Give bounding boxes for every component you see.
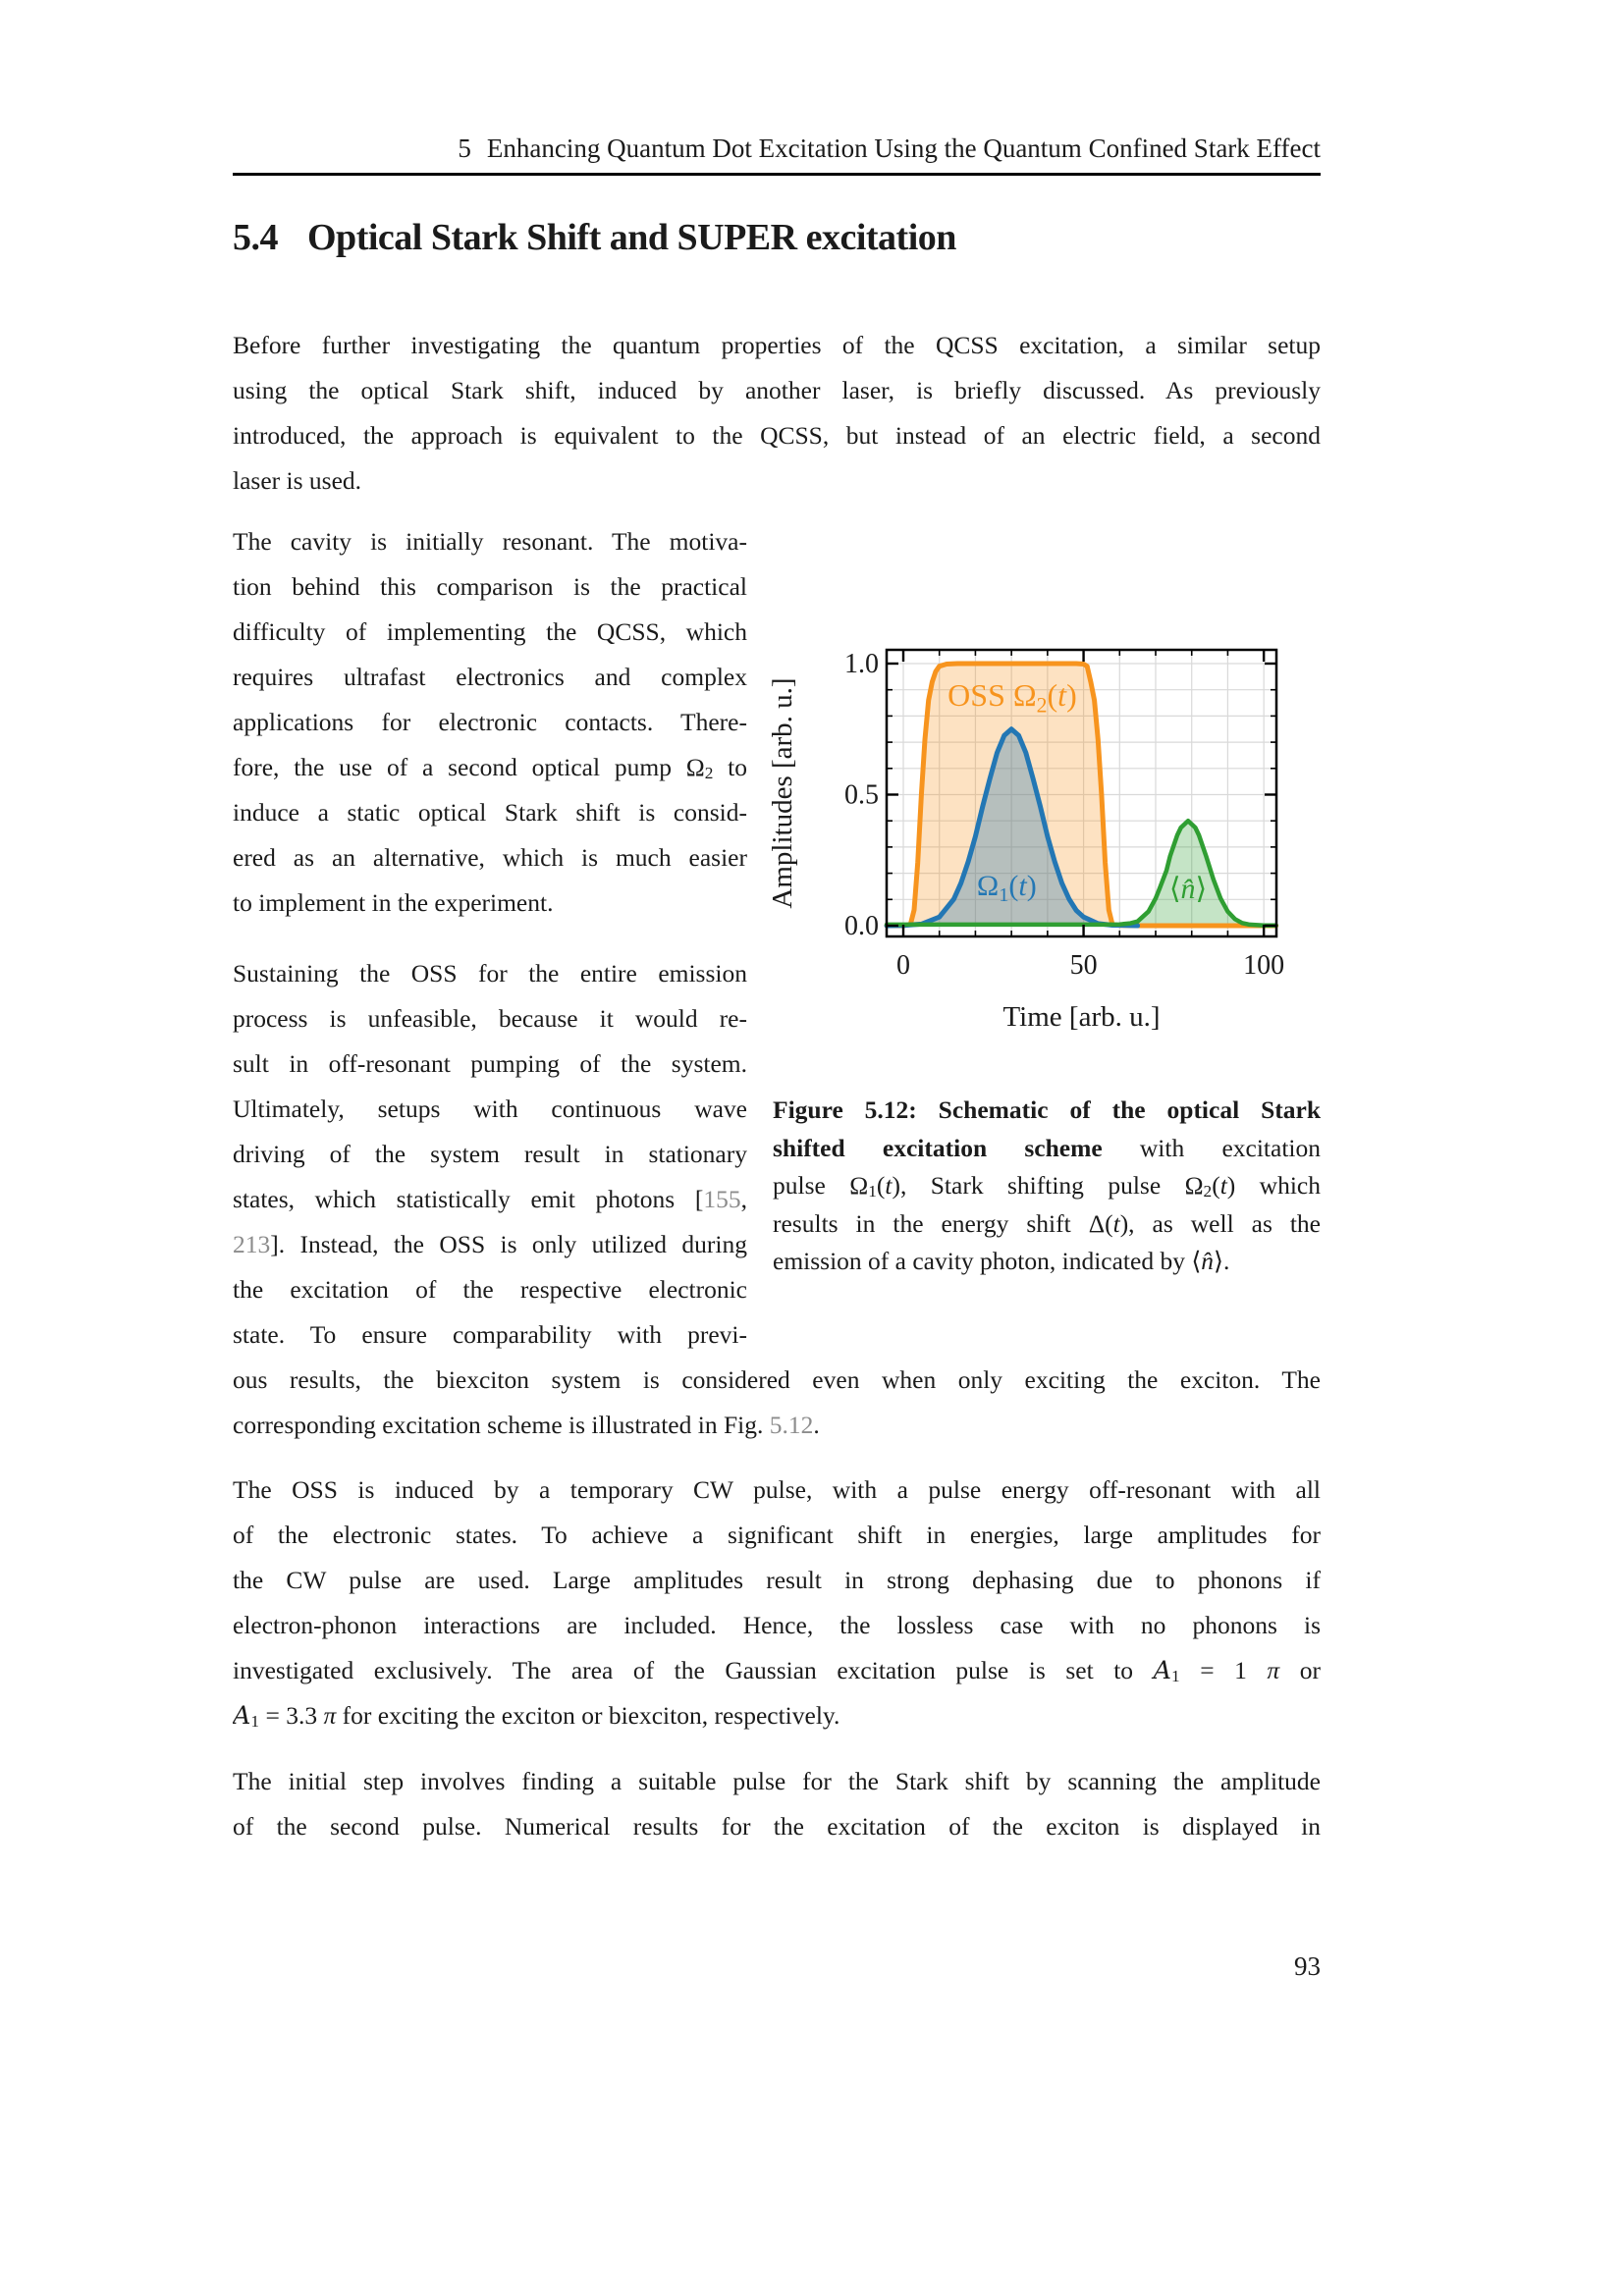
- text-line: The cavity is initially resonant. The mo…: [233, 527, 747, 556]
- x-tick-label: 50: [1070, 950, 1098, 981]
- series-label: OSS Ω2(t): [947, 677, 1077, 717]
- text-line: Ultimately, setups with continuous wave: [233, 1095, 747, 1123]
- text-line: The initial step involves finding a suit…: [233, 1767, 1321, 1795]
- text-line: Before further investigating the quantum…: [233, 331, 1321, 359]
- text-line: driving of the system result in stationa…: [233, 1140, 747, 1168]
- x-axis-label: Time [arb. u.]: [1002, 1001, 1160, 1033]
- text-line: pulse Ω1(t), Stark shifting pulse Ω2(t) …: [773, 1171, 1321, 1201]
- series-line-⟨n̂⟩: [884, 818, 1278, 928]
- text-line: laser is used.: [233, 466, 362, 495]
- text-line: investigated exclusively. The area of th…: [233, 1656, 1321, 1686]
- series-label: ⟨n̂⟩: [1169, 873, 1207, 905]
- chapter-title: Enhancing Quantum Dot Excitation Using t…: [486, 133, 1321, 163]
- text-line: of the second pulse. Numerical results f…: [233, 1812, 1321, 1841]
- page-number: 93: [1294, 1951, 1321, 1981]
- text-line: tion behind this comparison is the pract…: [233, 572, 747, 601]
- series-fill-Ω1(t): [887, 728, 1138, 926]
- y-tick-label: 0.0: [844, 911, 879, 941]
- text-line: Sustaining the OSS for the entire emissi…: [233, 959, 747, 988]
- paragraph-1: Before further investigating the quantum…: [233, 323, 1321, 504]
- y-tick-label: 0.5: [844, 779, 879, 810]
- figure-caption: Figure 5.12: Schematic of the optical St…: [773, 1092, 1321, 1281]
- text-line: of the electronic states. To achieve a s…: [233, 1521, 1321, 1549]
- text-line: the excitation of the respective electro…: [233, 1275, 747, 1304]
- text-line: applications for electronic contacts. Th…: [233, 708, 747, 736]
- series-label: Ω1(t): [977, 870, 1037, 906]
- paragraph-5: The initial step involves finding a suit…: [233, 1759, 1321, 1849]
- paragraph-3-fullwidth: ous results, the biexciton system is con…: [233, 1358, 1321, 1448]
- header-rule: [233, 173, 1321, 176]
- section-heading: 5.4 Optical Stark Shift and SUPER excitat…: [233, 216, 956, 259]
- text-line: A1 = 3.3 π for exciting the exciton or b…: [233, 1701, 840, 1732]
- text-line: difficulty of implementing the QCSS, whi…: [233, 617, 747, 646]
- text-line: Figure 5.12: Schematic of the optical St…: [773, 1095, 1321, 1124]
- section-number: 5.4: [233, 217, 279, 258]
- text-line: using the optical Stark shift, induced b…: [233, 376, 1321, 404]
- ticks: [887, 650, 1276, 936]
- text-line: corresponding excitation scheme is illus…: [233, 1411, 820, 1439]
- y-axis-label: Amplitudes [arb. u.]: [767, 677, 798, 908]
- section-title: Optical Stark Shift and SUPER excitation: [307, 217, 956, 258]
- text-line: to implement in the experiment.: [233, 888, 554, 917]
- y-tick-label: 1.0: [844, 649, 879, 679]
- text-line: fore, the use of a second optical pump Ω…: [233, 753, 747, 783]
- paragraph-4: The OSS is induced by a temporary CW pul…: [233, 1468, 1321, 1738]
- text-line: ered as an alternative, which is much ea…: [233, 843, 747, 872]
- x-tick-label: 100: [1243, 950, 1284, 981]
- text-line: sult in off-resonant pumping of the syst…: [233, 1049, 747, 1078]
- text-line: The OSS is induced by a temporary CW pul…: [233, 1475, 1321, 1504]
- text-line: results in the energy shift Δ(t), as wel…: [773, 1208, 1321, 1238]
- text-line: shifted excitation scheme with excitatio…: [773, 1133, 1321, 1162]
- text-line: the CW pulse are used. Large amplitudes …: [233, 1566, 1321, 1594]
- text-line: introduced, the approach is equivalent t…: [233, 421, 1321, 450]
- figure-5-12: 0 50 100 0.0 0.5 1.0 Time [arb. u.] Amplitudes …: [756, 628, 1306, 1050]
- series-line-OSS Ω2(t): [884, 661, 1279, 929]
- paragraph-3-column: Sustaining the OSS for the entire emissi…: [233, 951, 747, 1358]
- chapter-number: 5: [458, 133, 471, 163]
- figure-chart: 0 50 100 0.0 0.5 1.0 Time [arb. u.] Amplitudes …: [767, 648, 1284, 1033]
- text-line: states, which statistically emit photons…: [233, 1185, 747, 1213]
- plot-spines: [885, 648, 1278, 938]
- x-tick-label: 0: [896, 950, 910, 981]
- series-line-Ω1(t): [884, 726, 1141, 929]
- running-header: 5 Enhancing Quantum Dot Excitation Using …: [458, 133, 1321, 164]
- text-line: electron-phonon interactions are include…: [233, 1611, 1321, 1639]
- text-line: 213]. Instead, the OSS is only utilized …: [233, 1230, 747, 1258]
- text-line: ous results, the biexciton system is con…: [233, 1365, 1321, 1394]
- paragraph-2-column: The cavity is initially resonant. The mo…: [233, 519, 747, 926]
- text-line: state. To ensure comparability with prev…: [233, 1320, 747, 1349]
- text-line: process is unfeasible, because it would …: [233, 1004, 747, 1033]
- text-line: emission of a cavity photon, indicated b…: [773, 1247, 1230, 1275]
- text-line: induce a static optical Stark shift is c…: [233, 798, 747, 827]
- series-fill-OSS Ω2(t): [887, 664, 1276, 926]
- text-line: requires ultrafast electronics and compl…: [233, 663, 747, 691]
- series-fill-⟨n̂⟩: [887, 821, 1276, 926]
